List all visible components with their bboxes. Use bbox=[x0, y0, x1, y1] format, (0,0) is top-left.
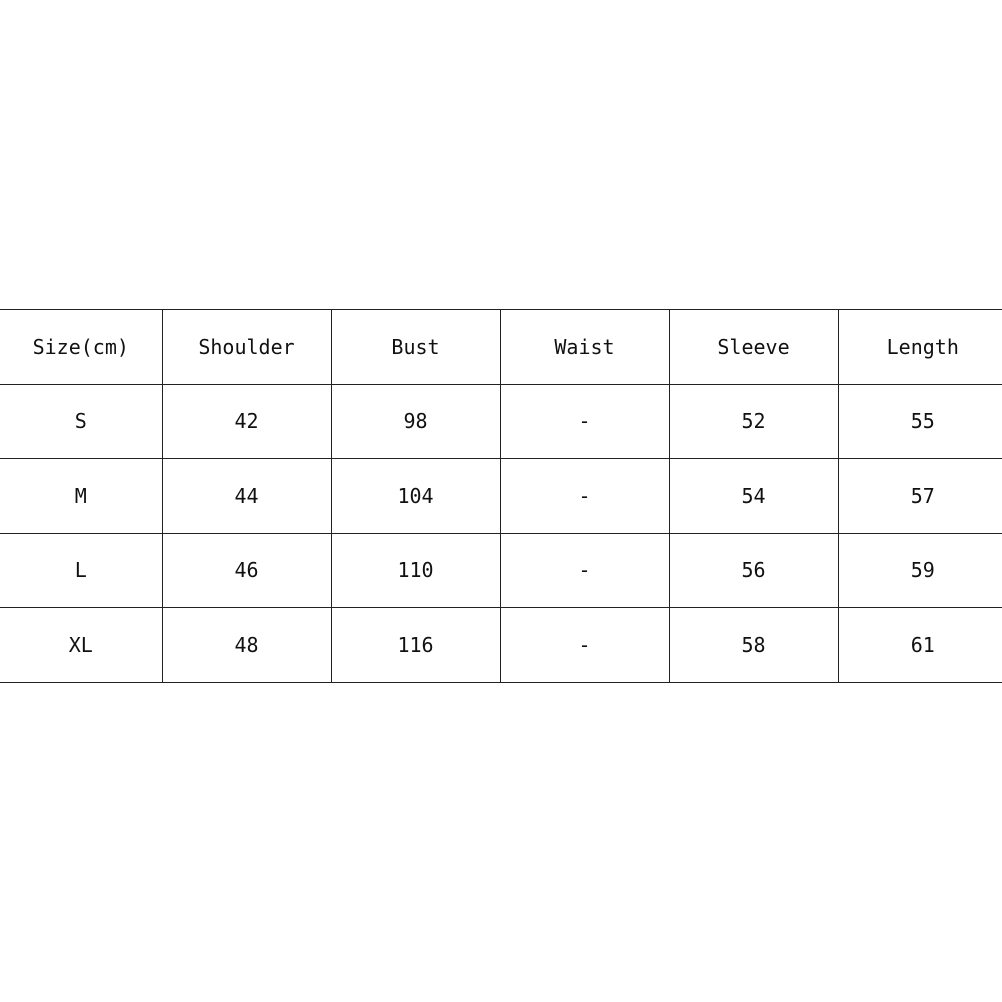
table-cell: S bbox=[0, 383, 163, 459]
table-row: XL 48 116-58 61 bbox=[0, 607, 1002, 683]
table-cell: 61 bbox=[837, 607, 1002, 683]
table-cell: 52 bbox=[668, 383, 839, 459]
table-cell: 55 bbox=[837, 383, 1002, 459]
table-cell: M bbox=[0, 458, 163, 534]
table-cell: 48 bbox=[161, 607, 332, 683]
table-cell: 98 bbox=[330, 383, 501, 459]
table-cell: - bbox=[499, 532, 670, 608]
size-chart-table: Size(cm) Shoulder Bust Waist Sleeve Length S 42… bbox=[0, 309, 1002, 683]
column-header: Shoulder bbox=[161, 309, 332, 385]
table-cell: - bbox=[499, 607, 670, 683]
table-cell: 44 bbox=[161, 458, 332, 534]
table-cell: 59 bbox=[837, 532, 1002, 608]
table-row: M 44 104-54 57 bbox=[0, 458, 1002, 534]
table-cell: 42 bbox=[161, 383, 332, 459]
table-cell: 110 bbox=[330, 532, 501, 608]
column-header: Size(cm) bbox=[0, 309, 163, 385]
table-cell: 104 bbox=[330, 458, 501, 534]
column-header: Sleeve bbox=[668, 309, 839, 385]
table-cell: XL bbox=[0, 607, 163, 683]
table-cell: 54 bbox=[668, 458, 839, 534]
table-cell: 116 bbox=[330, 607, 501, 683]
table-cell: 58 bbox=[668, 607, 839, 683]
column-header: Length bbox=[837, 309, 1002, 385]
table-cell: - bbox=[499, 458, 670, 534]
table-cell: 57 bbox=[837, 458, 1002, 534]
table-row: S 42 98-52 55 bbox=[0, 383, 1002, 459]
column-header: Bust bbox=[330, 309, 501, 385]
table-cell: 56 bbox=[668, 532, 839, 608]
table-cell: L bbox=[0, 532, 163, 608]
table-cell: - bbox=[499, 383, 670, 459]
table-row: L 46 110-56 59 bbox=[0, 532, 1002, 608]
header-row: Size(cm) Shoulder Bust Waist Sleeve Length bbox=[0, 309, 1002, 385]
table-cell: 46 bbox=[161, 532, 332, 608]
column-header: Waist bbox=[499, 309, 670, 385]
